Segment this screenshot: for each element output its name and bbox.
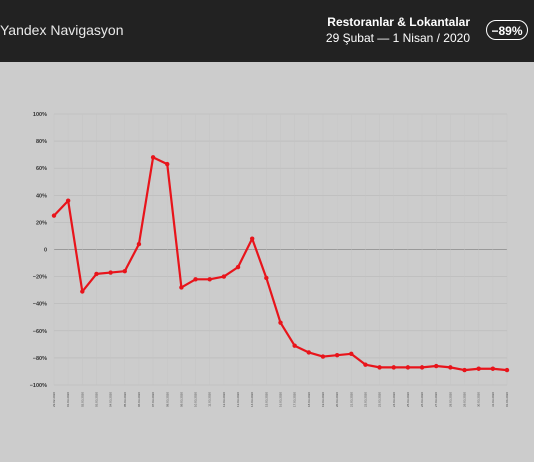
data-point xyxy=(391,365,396,370)
x-tick-label: 28.03.2020 xyxy=(448,392,452,407)
x-tick-label: 29.02.2020 xyxy=(52,392,56,407)
x-axis-ticks: 29.02.2020 01.03.2020 02.03.2020 03.03.2020… xyxy=(52,392,509,407)
data-point xyxy=(462,367,467,373)
x-tick-label: 18.03.2020 xyxy=(307,392,311,407)
x-tick-label: 26.03.2020 xyxy=(420,392,424,407)
x-tick-label: 20.03.2020 xyxy=(335,392,339,407)
x-tick-label: 22.03.2020 xyxy=(363,392,367,407)
x-tick-label: 14.03.2020 xyxy=(250,392,254,407)
x-tick-label: 12.03.2020 xyxy=(222,392,226,407)
x-tick-label: 31.03.2020 xyxy=(491,392,495,407)
data-point xyxy=(249,236,255,241)
x-tick-label: 02.03.2020 xyxy=(80,392,84,407)
data-point xyxy=(448,365,453,370)
x-tick-label: 19.03.2020 xyxy=(321,392,325,407)
grid-lines xyxy=(53,113,508,386)
x-tick-label: 01.04.2020 xyxy=(505,392,509,407)
series-layer xyxy=(51,155,510,373)
data-point xyxy=(193,277,198,282)
x-tick-label: 16.03.2020 xyxy=(279,392,283,407)
y-tick-label: −20% xyxy=(33,275,47,281)
data-point xyxy=(334,352,340,358)
data-point xyxy=(419,365,425,370)
chart-title: Restoranlar & Lokantalar xyxy=(327,15,470,29)
x-tick-label: 03.03.2020 xyxy=(94,392,98,407)
data-point xyxy=(122,268,127,274)
line-chart: −100% −80% −60% −40% −20% 0 20% 40% 60% 80% 100% 2… xyxy=(30,112,510,407)
y-tick-label: 20% xyxy=(36,220,47,226)
y-tick-label: 40% xyxy=(36,193,47,199)
x-tick-label: 21.03.2020 xyxy=(349,392,353,407)
title-block: Restoranlar & Lokantalar 29 Şubat — 1 Ni… xyxy=(326,14,470,46)
data-point xyxy=(434,363,439,369)
data-point xyxy=(165,161,170,167)
y-axis-ticks: −100% −80% −60% −40% −20% 0 20% 40% 60% 80% 100% xyxy=(30,112,47,389)
data-point xyxy=(108,270,113,275)
data-point xyxy=(65,198,71,203)
data-point xyxy=(504,367,510,373)
data-point xyxy=(320,354,326,359)
y-tick-label: 60% xyxy=(36,166,47,172)
data-point xyxy=(235,264,241,270)
data-point xyxy=(150,155,156,160)
data-point xyxy=(94,271,99,277)
x-tick-label: 11.03.2020 xyxy=(208,392,212,407)
y-tick-label: −100% xyxy=(30,383,47,389)
data-point xyxy=(306,350,312,355)
data-point xyxy=(476,366,481,371)
y-tick-label: −80% xyxy=(33,356,47,362)
data-point xyxy=(405,365,411,370)
data-point xyxy=(80,289,85,294)
x-tick-label: 24.03.2020 xyxy=(392,392,396,407)
x-tick-label: 06.03.2020 xyxy=(137,392,141,407)
x-tick-label: 09.03.2020 xyxy=(179,392,183,407)
x-tick-label: 05.03.2020 xyxy=(123,392,127,407)
data-point xyxy=(136,241,142,247)
x-tick-label: 27.03.2020 xyxy=(434,392,438,407)
x-tick-label: 25.03.2020 xyxy=(406,392,410,407)
date-range: 29 Şubat — 1 Nisan / 2020 xyxy=(325,31,470,45)
y-tick-label: 100% xyxy=(33,112,47,118)
x-tick-label: 07.03.2020 xyxy=(151,392,155,407)
data-point xyxy=(377,365,382,370)
change-badge: −89% xyxy=(486,20,528,40)
x-tick-label: 15.03.2020 xyxy=(264,392,268,407)
brand-logo-text: Yandex Navigasyon xyxy=(0,22,124,38)
x-tick-label: 08.03.2020 xyxy=(165,392,169,407)
x-tick-label: 01.03.2020 xyxy=(66,392,70,407)
x-tick-label: 04.03.2020 xyxy=(109,392,113,407)
x-tick-label: 17.03.2020 xyxy=(293,392,297,407)
y-tick-label: −40% xyxy=(33,302,47,308)
data-point xyxy=(363,362,368,367)
data-point xyxy=(179,285,184,290)
y-tick-label: −60% xyxy=(33,329,47,335)
data-point xyxy=(207,277,212,282)
data-point xyxy=(264,275,269,281)
data-point xyxy=(292,343,297,348)
header-bar: Yandex Navigasyon Restoranlar & Lokantal… xyxy=(0,0,534,62)
y-tick-label: 80% xyxy=(36,139,47,145)
x-tick-label: 13.03.2020 xyxy=(236,392,240,407)
y-tick-label: 0 xyxy=(44,248,47,254)
data-point xyxy=(221,274,227,279)
x-tick-label: 10.03.2020 xyxy=(194,392,198,407)
data-point xyxy=(51,213,57,218)
data-point xyxy=(349,351,354,357)
x-tick-label: 29.03.2020 xyxy=(463,392,467,407)
x-tick-label: 30.03.2020 xyxy=(477,392,481,407)
data-point xyxy=(278,320,283,325)
x-tick-label: 23.03.2020 xyxy=(378,392,382,407)
data-point xyxy=(490,366,496,371)
